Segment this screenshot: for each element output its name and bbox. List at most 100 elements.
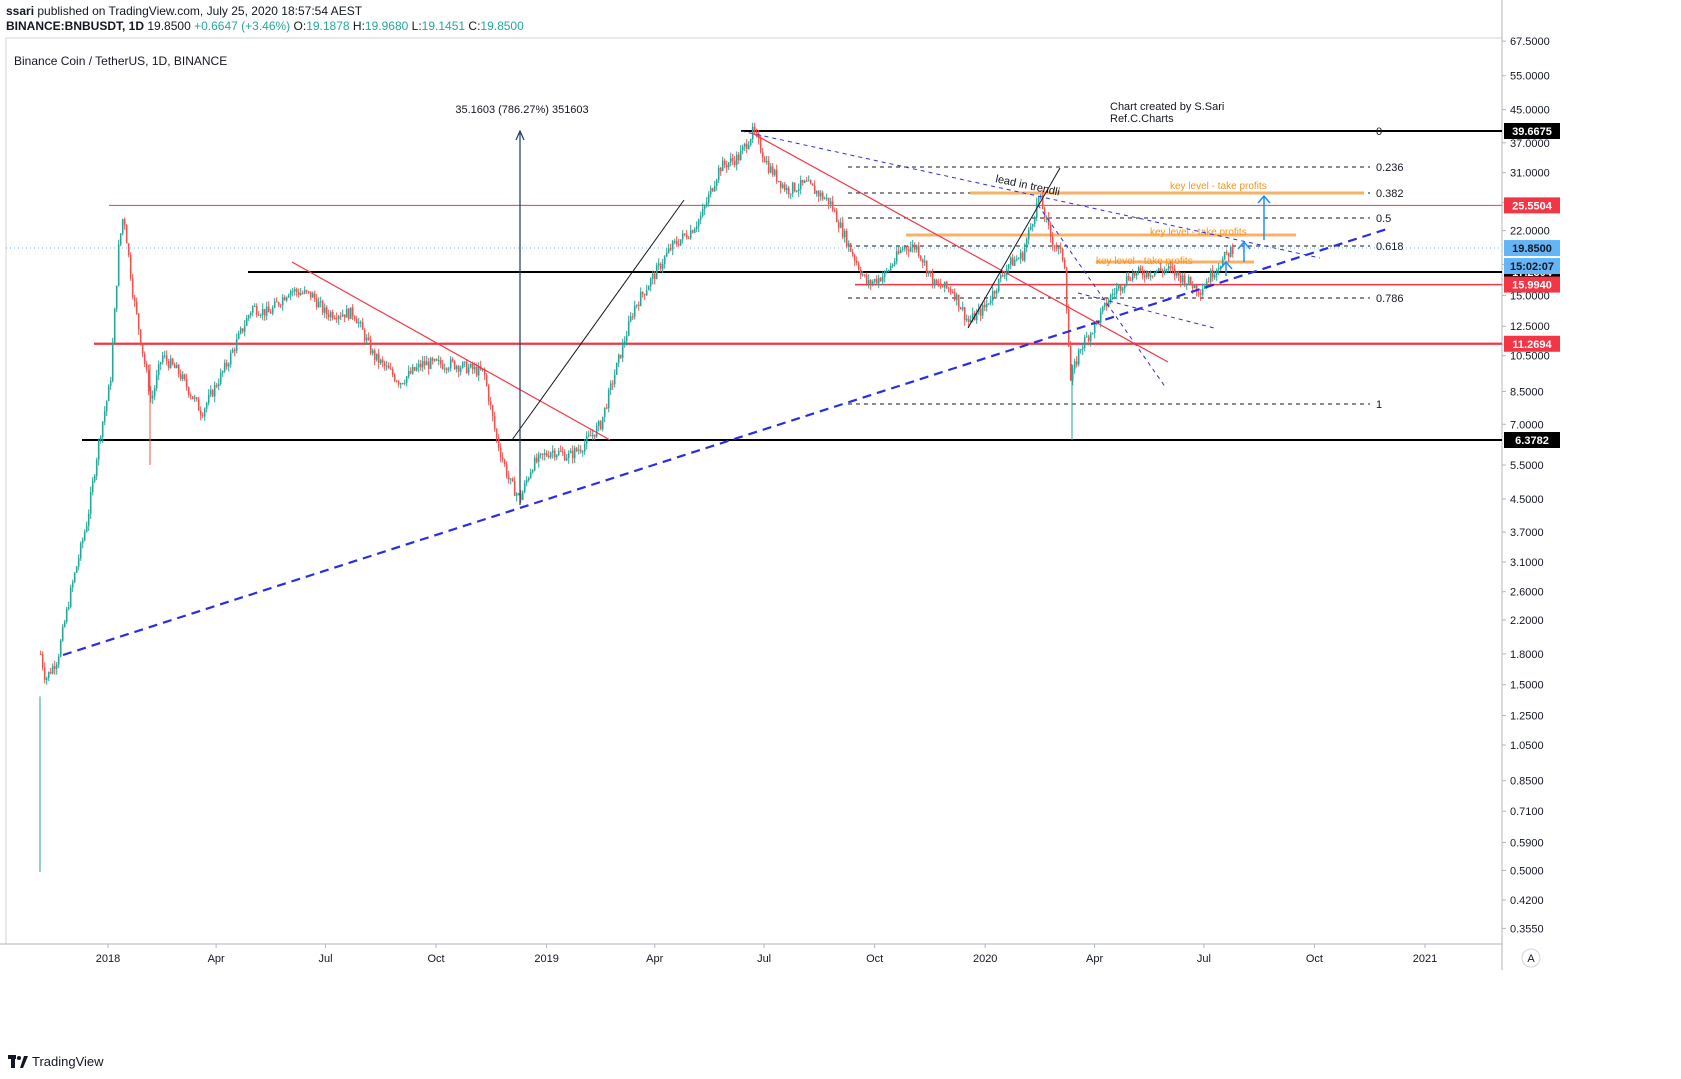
price-tag-label: 19.8500 xyxy=(1512,243,1552,255)
candle-body xyxy=(521,491,524,500)
candle-body xyxy=(741,146,744,151)
fib-level-label: 0.5 xyxy=(1376,213,1391,225)
candle-body xyxy=(361,322,364,330)
candle-body xyxy=(885,270,888,272)
candle-body xyxy=(461,362,464,368)
candle-body xyxy=(65,608,68,622)
price-tick-label: 37.0000 xyxy=(1510,138,1550,150)
candle-body xyxy=(997,278,1000,292)
candle-body xyxy=(401,383,404,385)
fib-level-label: 0.618 xyxy=(1376,241,1404,253)
fib-level-label: 1 xyxy=(1376,399,1382,411)
candle-body xyxy=(131,278,134,297)
candle-body xyxy=(1023,247,1026,261)
candle-body xyxy=(1173,268,1176,276)
candle-body xyxy=(711,188,714,192)
candle-body xyxy=(877,277,880,284)
candle-body xyxy=(673,241,676,243)
candle-body xyxy=(289,291,292,296)
candle-body xyxy=(1121,288,1124,291)
price-tick-label: 2.6000 xyxy=(1510,587,1544,599)
candle-body xyxy=(385,365,388,367)
candle-body xyxy=(253,306,256,308)
price-tick-label: 67.5000 xyxy=(1510,36,1550,48)
candle-body xyxy=(543,453,546,455)
candle-body xyxy=(947,287,950,289)
candle-body xyxy=(897,251,900,254)
candle-body xyxy=(61,626,64,641)
candle-body xyxy=(881,276,884,282)
candle-body xyxy=(237,333,240,340)
candle-body xyxy=(945,281,948,288)
candle-body xyxy=(1153,271,1156,276)
candle-body xyxy=(699,216,702,220)
price-tick-label: 15.0000 xyxy=(1510,290,1550,302)
candle-body xyxy=(257,314,260,316)
candle-body xyxy=(107,385,110,401)
price-tick-label: 8.5000 xyxy=(1510,386,1544,398)
candle-body xyxy=(41,654,44,668)
time-tick-label: Jul xyxy=(318,953,332,965)
candle-body xyxy=(951,291,954,293)
candle-body xyxy=(1105,302,1108,307)
candle-body xyxy=(719,167,722,172)
candle-body xyxy=(819,192,822,197)
candle-body xyxy=(259,315,262,317)
candle-body xyxy=(1123,285,1126,289)
candle-body xyxy=(631,316,634,318)
candle-body xyxy=(723,160,726,165)
candle-body xyxy=(403,382,406,384)
candle-body xyxy=(643,294,646,296)
candle-body xyxy=(1221,258,1224,267)
candle-body xyxy=(837,222,840,228)
candle-body xyxy=(1037,197,1040,203)
candle-body xyxy=(189,394,192,397)
candle-body xyxy=(923,261,926,263)
price-tag-label-bg xyxy=(1504,335,1560,352)
candle-body xyxy=(307,291,310,293)
black-uptrend-line xyxy=(511,199,685,441)
candle-body xyxy=(247,315,250,319)
candle-body xyxy=(395,380,398,382)
measure-label: 35.1603 (786.27%) 351603 xyxy=(455,104,588,116)
candle-body xyxy=(843,230,846,238)
candle-body xyxy=(795,191,798,193)
candle-body xyxy=(701,209,704,217)
candle-body xyxy=(503,460,506,465)
candle-body xyxy=(765,160,768,163)
candle-body xyxy=(565,458,568,461)
candle-body xyxy=(537,454,540,462)
trend-lines xyxy=(62,130,1391,657)
candle-body xyxy=(275,301,278,303)
candle-body xyxy=(369,339,372,354)
candle-body xyxy=(151,396,154,399)
candle-body xyxy=(255,306,258,315)
candle-body xyxy=(541,453,544,455)
candle-body xyxy=(1201,288,1204,295)
candle-body xyxy=(571,450,574,459)
footer-brand[interactable]: TradingView xyxy=(8,1054,104,1069)
candle-body xyxy=(829,201,832,205)
price-tag-label-bg xyxy=(1504,123,1560,139)
candle-body xyxy=(469,364,472,368)
candle-body xyxy=(601,416,604,430)
candle-body xyxy=(525,479,528,484)
candle-body xyxy=(215,384,218,387)
candle-body xyxy=(211,390,214,397)
candle-body xyxy=(733,160,736,166)
candle-body xyxy=(69,587,72,608)
candle-body xyxy=(497,437,500,448)
candle-body xyxy=(225,362,228,367)
candle-body xyxy=(363,329,366,341)
candle-body xyxy=(1197,291,1200,294)
candle-body xyxy=(379,359,382,364)
candle-body xyxy=(1009,257,1012,265)
candle-body xyxy=(967,319,970,322)
candle-body xyxy=(721,160,724,172)
candle-body xyxy=(681,233,684,240)
candle-body xyxy=(311,293,314,298)
candle-body xyxy=(949,288,952,292)
price-axis-labels: 67.500055.000045.000037.000031.000026.00… xyxy=(1502,36,1550,935)
candle-body xyxy=(1217,268,1220,270)
